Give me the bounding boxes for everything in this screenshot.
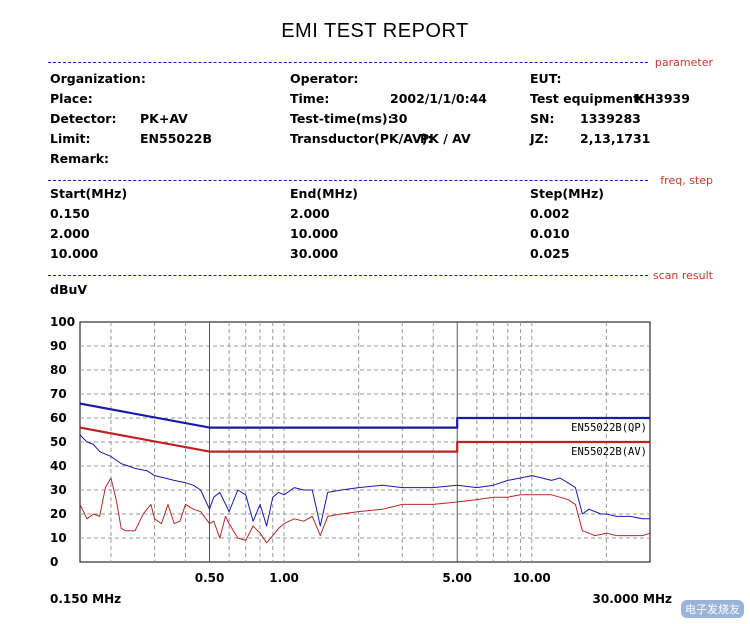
organization-label: Organization: xyxy=(50,71,146,86)
testtime-value: 30 xyxy=(390,111,408,126)
sn-label: SN: xyxy=(530,111,555,126)
y-tick-label: 80 xyxy=(50,363,67,377)
y-tick-label: 20 xyxy=(50,507,67,521)
y-tick-label: 40 xyxy=(50,459,67,473)
section-tag-parameter: parameter xyxy=(651,56,713,69)
y-tick-label: 70 xyxy=(50,387,67,401)
x-tick-label: 0.50 xyxy=(195,571,225,585)
remark-label: Remark: xyxy=(50,151,110,166)
divider-parameter xyxy=(48,62,648,63)
y-tick-label: 60 xyxy=(50,411,67,425)
time-value: 2002/1/1/0:44 xyxy=(390,91,487,106)
measurement-trace-3 xyxy=(79,434,650,527)
divider-scan-result xyxy=(48,275,648,276)
jz-value: 2,13,1731 xyxy=(580,131,651,146)
testtime-label: Test-time(ms): xyxy=(290,111,393,126)
freq-row-1-start: 0.150 xyxy=(50,206,90,221)
freq-row-2-end: 10.000 xyxy=(290,226,339,241)
x-start-label: 0.150 MHz xyxy=(50,592,121,606)
freq-row-3-step: 0.025 xyxy=(530,246,570,261)
limit-value: EN55022B xyxy=(140,131,213,146)
y-tick-label: 90 xyxy=(50,339,67,353)
freq-row-2-start: 2.000 xyxy=(50,226,90,241)
limit-line-2 xyxy=(79,426,650,453)
watermark-text: 电子发烧友 xyxy=(685,603,740,616)
watermark-logo: 电子发烧友 xyxy=(681,600,744,618)
x-end-label: 30.000 MHz xyxy=(593,592,672,606)
y-tick-label: 0 xyxy=(50,555,58,569)
freq-row-1-step: 0.002 xyxy=(530,206,570,221)
y-axis-unit-label: dBuV xyxy=(50,282,88,297)
time-label: Time: xyxy=(290,91,330,106)
freq-row-3-end: 30.000 xyxy=(290,246,339,261)
y-tick-label: 100 xyxy=(50,315,75,329)
measurement-trace-4 xyxy=(79,477,651,544)
place-label: Place: xyxy=(50,91,93,106)
transductor-value: PK / AV xyxy=(420,131,471,146)
limit-legend-label: EN55022B(QP) xyxy=(571,422,647,434)
equipment-value: KH3939 xyxy=(635,91,690,106)
limit-legend-label: EN55022B(AV) xyxy=(571,446,647,458)
transductor-label: Transductor(PK/AV): xyxy=(290,131,433,146)
divider-freq-step xyxy=(48,180,648,181)
freq-header-start: Start(MHz) xyxy=(50,186,128,201)
x-tick-label: 5.00 xyxy=(442,571,472,585)
limit-line-1 xyxy=(79,402,650,429)
freq-header-step: Step(MHz) xyxy=(530,186,605,201)
detector-label: Detector: xyxy=(50,111,117,126)
x-tick-label: 10.00 xyxy=(513,571,551,585)
sn-value: 1339283 xyxy=(580,111,641,126)
section-tag-scan-result: scan result xyxy=(649,269,713,282)
section-tag-freq-step: freq, step xyxy=(657,174,713,187)
x-tick-label: 1.00 xyxy=(269,571,299,585)
freq-row-3-start: 10.000 xyxy=(50,246,99,261)
freq-row-2-step: 0.010 xyxy=(530,226,570,241)
freq-row-1-end: 2.000 xyxy=(290,206,330,221)
operator-label: Operator: xyxy=(290,71,359,86)
freq-header-end: End(MHz) xyxy=(290,186,358,201)
report-title: EMI TEST REPORT xyxy=(281,20,469,42)
y-tick-label: 30 xyxy=(50,483,67,497)
equipment-label: Test equipment: xyxy=(530,91,645,106)
y-tick-label: 10 xyxy=(50,531,67,545)
limit-label: Limit: xyxy=(50,131,91,146)
jz-label: JZ: xyxy=(530,131,549,146)
eut-label: EUT: xyxy=(530,71,562,86)
y-tick-label: 50 xyxy=(50,435,67,449)
detector-value: PK+AV xyxy=(140,111,188,126)
